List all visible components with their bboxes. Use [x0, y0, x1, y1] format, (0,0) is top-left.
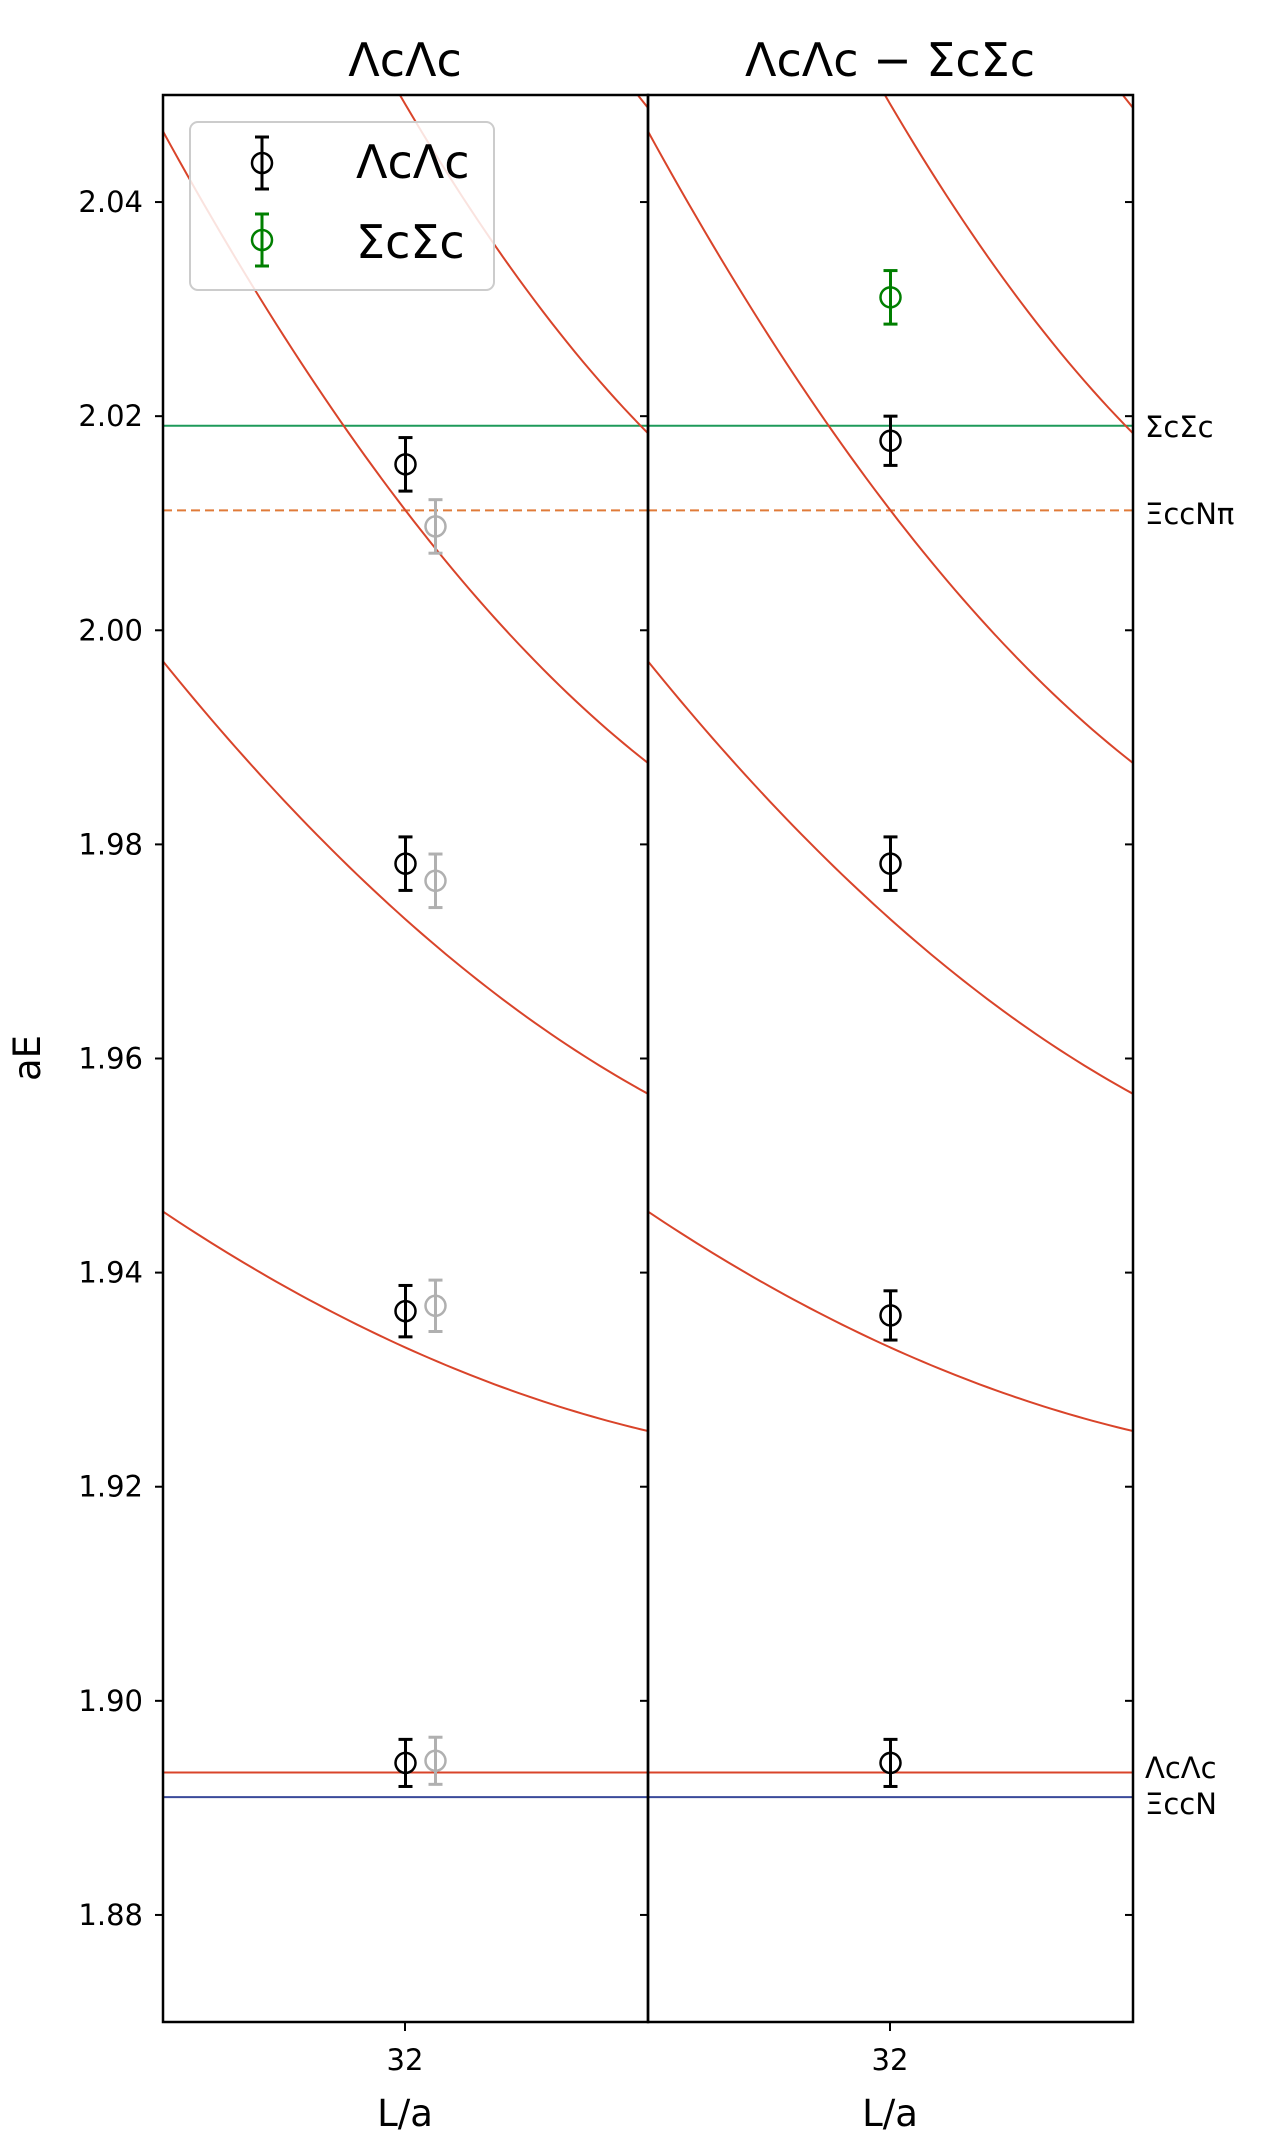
data-point-right-2-marker — [879, 852, 902, 875]
data-point-right-0 — [879, 1737, 902, 1788]
data-point-left-1-marker — [394, 1299, 417, 1323]
panel-right-plot-area — [648, 95, 1133, 1799]
data-point-left-5 — [424, 1278, 447, 1333]
energy-curve-left-3 — [398, 95, 648, 434]
y-tick-label-0: 1.88 — [78, 1898, 143, 1932]
y-tick-label-8: 2.04 — [78, 185, 143, 219]
data-point-left-1 — [394, 1283, 417, 1339]
legend-marker-sigma — [250, 212, 274, 268]
data-point-left-7-marker — [424, 515, 447, 538]
energy-curve-right-3 — [883, 95, 1133, 434]
panel-right-x-tick-label: 32 — [872, 2043, 909, 2077]
energy-curve-left-0 — [163, 1210, 648, 1433]
panel-right-frame — [648, 95, 1133, 2022]
panel-left-frame — [163, 95, 648, 2022]
data-point-right-2 — [879, 835, 902, 892]
y-tick-label-1: 1.90 — [78, 1684, 143, 1718]
y-tick-label-3: 1.94 — [78, 1256, 143, 1290]
legend-markers — [250, 135, 274, 268]
energy-curve-right-2 — [648, 130, 1133, 764]
legend-entry-sigma-label: ΣcΣc — [356, 215, 465, 269]
legend: ΛcΛc ΣcΣc — [189, 121, 495, 291]
y-tick-label-4: 1.96 — [78, 1042, 143, 1076]
threshold-label-xi-pi: ΞccNπ — [1145, 497, 1234, 531]
data-point-right-4 — [879, 269, 902, 326]
y-tick-label-5: 1.98 — [78, 827, 143, 861]
panel-left-title: ΛcΛc — [348, 33, 462, 87]
panel-right-title: ΛcΛc − ΣcΣc — [745, 33, 1035, 87]
energy-curve-right-0 — [648, 1210, 1133, 1433]
data-point-left-4-marker — [424, 1749, 447, 1773]
data-point-left-3 — [394, 436, 417, 493]
legend-entry-lambda-label: ΛcΛc — [356, 135, 470, 189]
energy-curve-left-1 — [163, 660, 648, 1095]
data-point-left-2-marker — [394, 852, 417, 875]
data-point-right-1-marker — [879, 1304, 902, 1327]
data-point-left-3-marker — [394, 453, 417, 476]
legend-marker-sigma-marker — [250, 228, 274, 252]
threshold-label-lambda: ΛcΛc — [1145, 1751, 1217, 1785]
legend-marker-lambda-marker — [250, 151, 274, 175]
y-tick-label-6: 2.00 — [78, 613, 143, 647]
legend-marker-lambda — [250, 135, 274, 191]
y-tick-label-2: 1.92 — [78, 1470, 143, 1504]
data-point-left-6 — [424, 852, 447, 910]
data-point-left-5-marker — [424, 1294, 447, 1318]
data-point-left-4 — [424, 1735, 447, 1786]
axes-layer: 1.88 1.90 1.92 1.94 1.96 1.98 2.00 2.02 2.04 — [78, 185, 1133, 2031]
data-point-right-0-marker — [879, 1751, 902, 1775]
threshold-label-xi: ΞccN — [1145, 1787, 1217, 1821]
y-tick-label-7: 2.02 — [78, 399, 143, 433]
data-point-left-6-marker — [424, 869, 447, 893]
y-axis-label: aE — [6, 1035, 49, 1081]
data-point-left-0-marker — [394, 1751, 417, 1775]
data-point-right-3 — [879, 414, 902, 467]
panel-right-x-axis-label: L/a — [862, 2092, 918, 2135]
threshold-label-sigma: ΣcΣc — [1145, 410, 1214, 444]
data-point-right-4-marker — [879, 286, 902, 309]
data-point-right-3-marker — [879, 429, 902, 453]
data-point-left-7 — [424, 498, 447, 555]
panel-left-x-tick-label: 32 — [387, 2043, 424, 2077]
data-point-left-2 — [394, 835, 417, 892]
panel-left-x-axis-label: L/a — [377, 2092, 433, 2135]
data-point-right-1 — [879, 1289, 902, 1342]
energy-curve-right-1 — [648, 660, 1133, 1095]
data-point-left-0 — [394, 1737, 417, 1788]
